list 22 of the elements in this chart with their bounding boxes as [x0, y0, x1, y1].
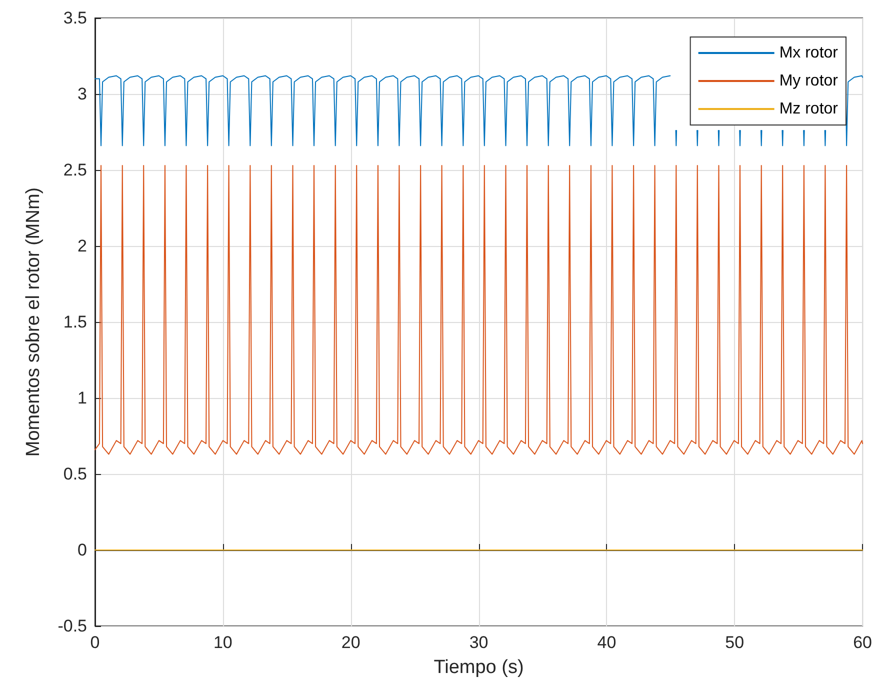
- y-tick-label: 2.5: [63, 160, 87, 180]
- y-tick-label: 2: [78, 236, 87, 256]
- x-tick-label: 40: [597, 633, 616, 652]
- y-tick-label: 1: [78, 388, 87, 408]
- y-tick-label: -0.5: [58, 616, 87, 636]
- line-series: [94, 164, 864, 455]
- x-tick-label: 20: [341, 633, 360, 652]
- legend-label: My rotor: [779, 72, 839, 90]
- x-tick-label: 30: [469, 633, 488, 652]
- legend-label: Mx rotor: [779, 44, 839, 62]
- x-tick-label: 50: [725, 633, 744, 652]
- y-tick-label: 3.5: [63, 8, 87, 28]
- x-tick-label: 10: [213, 633, 232, 652]
- x-tick-label: 60: [853, 633, 872, 652]
- y-tick-label: 0: [78, 540, 87, 560]
- x-axis-title: Tiempo (s): [434, 657, 524, 678]
- y-tick-label: 3: [78, 84, 87, 104]
- x-tick-label: 0: [90, 633, 100, 652]
- legend-label: Mz rotor: [779, 100, 839, 118]
- y-tick-label: 1.5: [63, 312, 87, 332]
- y-axis-title: Momentos sobre el rotor (MNm): [23, 187, 44, 457]
- y-tick-label: 0.5: [63, 464, 87, 484]
